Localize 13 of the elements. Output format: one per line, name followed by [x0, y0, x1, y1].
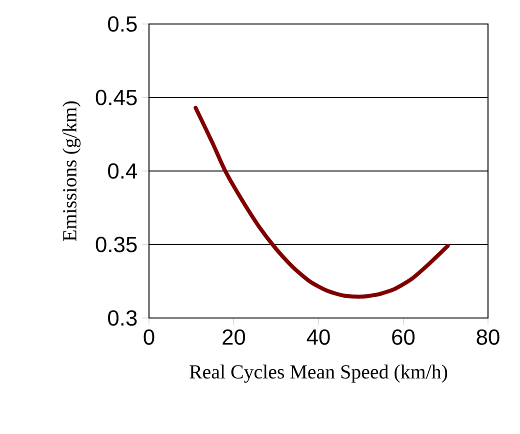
y-tick-label: 0.4 — [108, 163, 138, 179]
x-tick-label: 0 — [144, 329, 154, 345]
y-tick-label: 0.35 — [96, 236, 137, 252]
y-tick-label: 0.5 — [108, 16, 137, 32]
y-tick-label: 0.3 — [108, 310, 137, 326]
y-axis-title: Emissions (g/km) — [62, 101, 81, 241]
x-tick-label: 60 — [392, 329, 415, 345]
x-axis-title: Real Cycles Mean Speed (km/h) — [190, 364, 448, 383]
x-tick-label: 40 — [306, 329, 330, 345]
y-tick-label: 0.45 — [96, 90, 137, 106]
x-tick-label: 80 — [476, 329, 500, 345]
x-tick-label: 20 — [222, 329, 246, 345]
line-series — [194, 106, 450, 299]
